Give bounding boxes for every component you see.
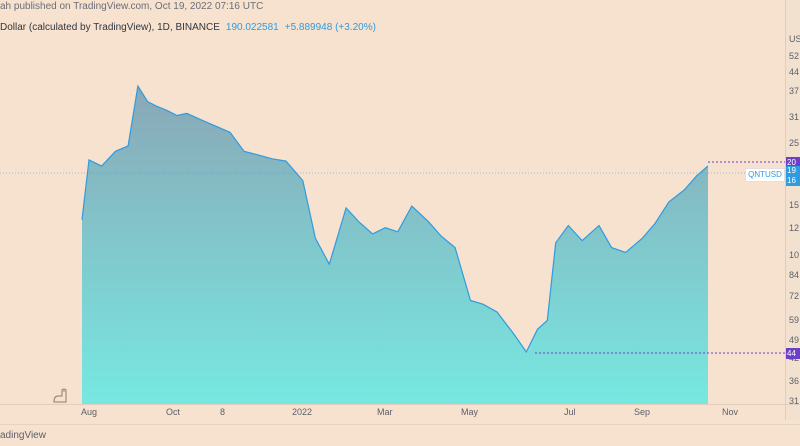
y-tick-label: 31 [789,112,800,122]
y-tick-label: 36 [789,376,800,386]
x-tick-label: Sep [634,407,651,417]
y-tick-label: 49 [789,335,800,345]
x-tick-label: Jul [564,407,576,417]
current-price-b: 16 [787,176,796,185]
current-price-badge: 19 16 [786,166,800,186]
y-tick-label: 31 [789,396,800,406]
price-axis[interactable] [785,0,800,420]
x-tick-label: 8 [220,407,226,417]
price-change: +5.889948 (+3.20%) [284,22,376,33]
published-line: ah published on TradingView.com, Oct 19,… [0,1,264,12]
low-price-badge: 44 [786,348,800,359]
price-chart[interactable] [0,14,785,404]
tradingview-logo-icon [53,388,67,403]
x-tick-label: Mar [377,407,393,417]
y-tick-label: US [789,34,800,44]
last-price: 190.022581 [225,22,279,33]
symbol-label: QNTUSD [745,168,785,182]
y-tick-label: 12 [789,223,800,233]
y-tick-label: 52 [789,51,800,61]
x-tick-label: Oct [166,407,181,417]
footer-brand: adingView [0,430,46,441]
y-tick-label: 10 [789,250,800,260]
top-bar: ah published on TradingView.com, Oct 19,… [0,0,785,14]
y-tick-label: 37 [789,86,800,96]
x-tick-label: 2022 [292,407,313,417]
x-tick-label: Aug [81,407,98,417]
y-tick-label: 84 [789,270,800,280]
symbol-header: Dollar (calculated by TradingView), 1D, … [0,22,376,33]
footer: adingView [0,424,800,446]
high-price-badge: 20 [786,157,800,168]
time-axis[interactable] [0,404,800,425]
price-line [81,84,709,354]
y-tick-label: 25 [789,138,800,148]
x-tick-label: Nov [722,407,739,417]
y-tick-label: 15 [789,200,800,210]
current-price-a: 19 [787,166,796,175]
y-tick-label: 72 [789,291,800,301]
y-tick-label: 59 [789,315,800,325]
price-area [82,86,708,404]
y-tick-label: 44 [789,67,800,77]
x-tick-label: May [461,407,479,417]
symbol-description: Dollar (calculated by TradingView), 1D, … [0,22,220,33]
